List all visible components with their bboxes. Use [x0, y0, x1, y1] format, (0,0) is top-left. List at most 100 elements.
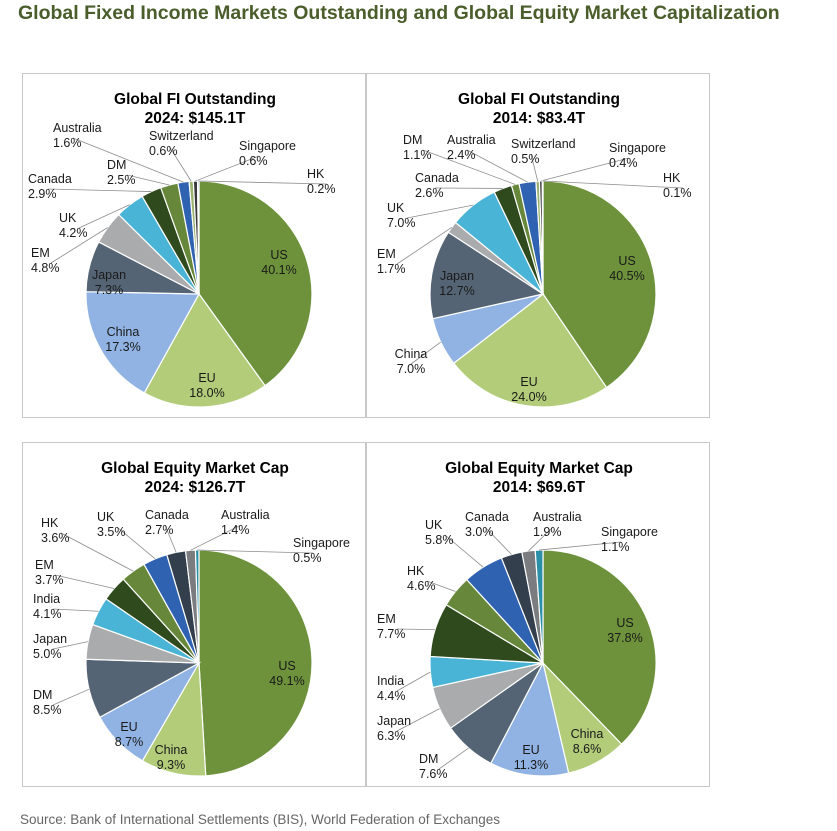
leader-line-dm: [422, 149, 516, 185]
slice-label-us: US 49.1%: [269, 659, 304, 688]
pie-slice-us: [542, 549, 657, 746]
slice-label-canada: Canada 3.0%: [465, 510, 509, 539]
slice-label-japan: Japan 5.0%: [33, 632, 67, 661]
slice-label-canada: Canada 2.6%: [415, 171, 459, 200]
slice-label-em: EM 7.7%: [377, 612, 406, 641]
slice-label-uk: UK 4.2%: [59, 211, 88, 240]
slice-label-japan: Japan 7.3%: [92, 268, 126, 297]
slice-label-singapore: Singapore 0.4%: [609, 141, 666, 170]
slice-label-eu: EU 24.0%: [511, 375, 546, 404]
leader-line-china: [410, 341, 441, 365]
slice-label-dm: DM 7.6%: [419, 752, 448, 781]
slice-label-china: China 17.3%: [105, 325, 140, 354]
slice-label-switzerland: Switzerland 0.5%: [511, 137, 576, 166]
slice-label-singapore: Singapore 1.1%: [601, 525, 658, 554]
slice-label-india: India 4.1%: [33, 592, 62, 621]
source-note: Source: Bank of International Settlement…: [20, 812, 501, 827]
leader-line-hk: [198, 180, 328, 185]
leader-line-singapore: [539, 541, 622, 551]
leader-line-uk: [78, 204, 130, 229]
slice-label-china: China 9.3%: [155, 743, 188, 772]
slice-label-dm: DM 1.1%: [403, 133, 432, 162]
pie-slice-china: [85, 291, 201, 394]
leader-line-india: [52, 608, 99, 612]
slice-label-us: US 40.5%: [609, 254, 644, 283]
slice-label-hk: HK 0.1%: [663, 171, 692, 200]
pie-chart-svg: Global Equity Market Cap 2024: $126.7T US 4…: [33, 460, 350, 777]
slice-label-singapore: Singapore 0.6%: [239, 139, 296, 168]
leader-line-australia: [528, 526, 554, 552]
leader-line-switzerland: [168, 145, 192, 182]
leader-line-singapore: [195, 155, 260, 182]
chart-subtitle: 2024: $145.1T: [145, 110, 246, 127]
leader-line-singapore: [197, 549, 314, 554]
slice-label-dm: DM 2.5%: [107, 158, 136, 187]
slice-label-china: China 7.0%: [395, 347, 428, 376]
leader-line-japan: [396, 708, 440, 732]
chart-subtitle: 2014: $69.6T: [493, 479, 586, 496]
slice-label-us: US 37.8%: [607, 616, 642, 645]
chart-panel-fi-2024: Global FI Outstanding 2024: $145.1T US 40.1…: [22, 73, 366, 418]
pie-slice-us: [198, 549, 313, 777]
pie-slice-eu: [143, 292, 266, 408]
leader-line-em: [50, 227, 108, 264]
chart-panel-equity-2014: Global Equity Market Cap 2014: $69.6T US 37…: [366, 442, 710, 787]
slice-label-china: China 8.6%: [571, 727, 604, 756]
leader-line-em: [396, 226, 453, 265]
leader-line-japan: [52, 641, 89, 650]
leader-line-australia: [190, 524, 242, 551]
slice-label-em: EM 3.7%: [35, 558, 64, 587]
slice-label-japan: Japan 6.3%: [377, 714, 411, 743]
pie-chart-svg: Global Equity Market Cap 2014: $69.6T US 37…: [377, 460, 658, 781]
slice-label-singapore: Singapore 0.5%: [293, 536, 350, 565]
chart-panel-equity-2024: Global Equity Market Cap 2024: $126.7T US 4…: [22, 442, 366, 787]
leader-line-uk: [444, 534, 484, 568]
slice-label-canada: Canada 2.7%: [145, 508, 189, 537]
pie-slice-us: [542, 180, 657, 389]
leader-line-uk: [116, 526, 156, 560]
slice-label-uk: UK 7.0%: [387, 201, 416, 230]
leader-line-uk: [406, 204, 474, 219]
chart-title: Global FI Outstanding: [458, 91, 620, 108]
pie-chart-svg: Global FI Outstanding 2024: $145.1T US 40.1…: [28, 91, 336, 408]
leader-line-hk: [542, 180, 684, 189]
chart-title: Global FI Outstanding: [114, 91, 276, 108]
page-title: Global Fixed Income Markets Outstanding …: [18, 2, 780, 24]
slice-label-australia: Australia 2.4%: [447, 133, 496, 162]
slice-label-japan: Japan 12.7%: [439, 269, 474, 298]
chart-subtitle: 2014: $83.4T: [493, 110, 586, 127]
leader-line-em: [396, 628, 436, 631]
leader-line-hk: [426, 580, 456, 592]
pie-chart-svg: Global FI Outstanding 2014: $83.4T US 40.5%…: [377, 91, 692, 408]
slice-label-em: EM 4.8%: [31, 246, 60, 275]
slice-label-us: US 40.1%: [261, 248, 296, 277]
slice-label-india: India 4.4%: [377, 674, 406, 703]
slice-label-uk: UK 5.8%: [425, 518, 454, 547]
slice-label-switzerland: Switzerland 0.6%: [149, 129, 214, 158]
slice-label-canada: Canada 2.9%: [28, 172, 72, 201]
slice-label-eu: EU 8.7%: [115, 720, 144, 749]
chart-title: Global Equity Market Cap: [101, 460, 289, 477]
pie-slice-us: [198, 180, 313, 387]
leader-line-australia: [466, 149, 528, 183]
slice-label-hk: HK 0.2%: [307, 167, 336, 196]
slice-label-eu: EU 18.0%: [189, 371, 224, 400]
slice-label-dm: DM 8.5%: [33, 688, 62, 717]
leader-line-dm: [126, 174, 170, 186]
leader-line-canada: [47, 188, 152, 192]
leader-line-canada: [484, 526, 512, 555]
slice-label-hk: HK 4.6%: [407, 564, 436, 593]
slice-label-em: EM 1.7%: [377, 247, 406, 276]
leader-line-dm: [438, 747, 469, 770]
leader-line-india: [396, 671, 431, 692]
leader-line-singapore: [540, 157, 630, 182]
pie-slice-japan: [429, 231, 545, 320]
slice-label-hk: HK 3.6%: [41, 516, 70, 545]
slice-label-australia: Australia 1.9%: [533, 510, 582, 539]
pie-slice-eu: [452, 293, 608, 408]
pie-slice-eu: [489, 661, 570, 777]
pie-slice-hk: [541, 180, 544, 295]
leader-line-dm: [52, 688, 90, 706]
slice-label-australia: Australia 1.4%: [221, 508, 270, 537]
leader-line-australia: [72, 137, 184, 183]
